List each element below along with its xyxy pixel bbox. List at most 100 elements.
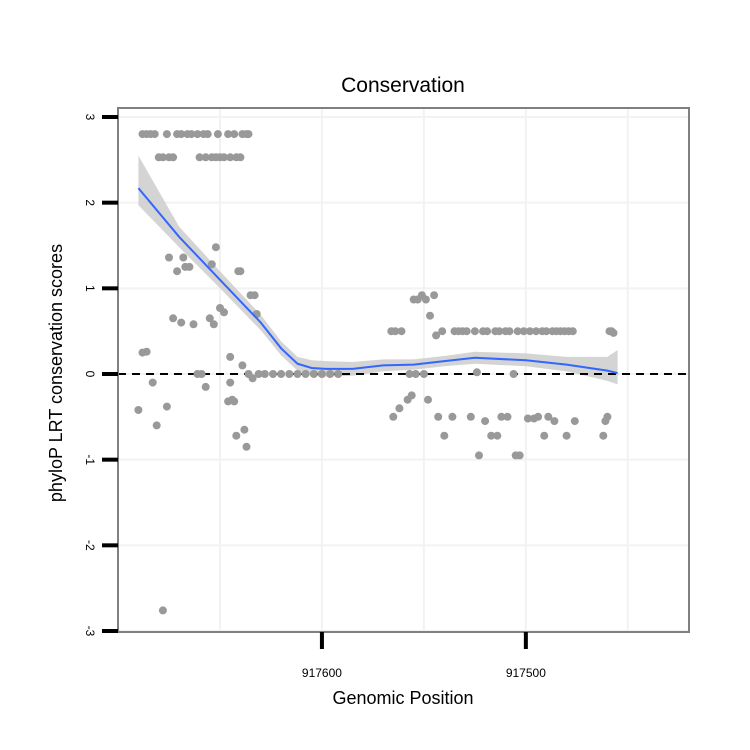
data-point [165, 253, 173, 262]
y-tick-label: 3 [83, 114, 97, 121]
data-point [495, 327, 504, 336]
data-point [515, 451, 524, 460]
data-point [240, 425, 249, 434]
data-point [158, 153, 167, 162]
data-point [250, 291, 259, 300]
data-point [301, 370, 310, 378]
data-point [475, 451, 483, 460]
data-point [238, 361, 247, 370]
data-point [432, 331, 441, 340]
data-point [525, 327, 534, 336]
data-point [503, 412, 512, 421]
data-point [395, 404, 404, 413]
data-point [493, 431, 502, 440]
data-point [532, 327, 541, 336]
data-point [162, 402, 171, 411]
chart-title: Conservation [341, 74, 465, 97]
data-point [544, 412, 553, 421]
data-point [158, 606, 167, 615]
data-points [134, 130, 618, 615]
data-point [411, 370, 420, 378]
data-point [220, 153, 228, 162]
data-point [438, 327, 447, 336]
data-point [169, 153, 178, 162]
data-point [187, 130, 196, 139]
data-point [534, 412, 543, 421]
data-point [540, 431, 549, 440]
y-tick-label: -1 [83, 454, 97, 465]
data-point [195, 153, 204, 162]
data-point [434, 412, 443, 421]
data-point [407, 391, 416, 400]
data-point [203, 130, 212, 139]
y-tick-label: 2 [83, 199, 97, 206]
data-point [248, 374, 257, 383]
data-point [142, 347, 151, 356]
y-tick-label: -2 [83, 540, 97, 551]
y-tick-label: 0 [83, 371, 97, 378]
data-point [236, 267, 245, 276]
data-point [148, 378, 157, 387]
data-point [570, 417, 579, 426]
data-point [211, 243, 220, 252]
data-point [391, 327, 400, 336]
data-point [189, 320, 198, 329]
data-point [207, 260, 216, 269]
data-point [269, 370, 277, 378]
data-point [226, 378, 235, 387]
data-point [213, 130, 222, 139]
data-point [134, 406, 143, 414]
smooth-curve-layer [137, 187, 618, 375]
data-point [389, 412, 398, 421]
y-tick-label: 1 [83, 285, 97, 292]
data-point [244, 130, 253, 139]
data-point [405, 370, 414, 378]
data-point [205, 314, 214, 323]
data-point [285, 370, 294, 378]
data-point [209, 320, 218, 329]
data-point [220, 308, 228, 317]
data-point [162, 130, 171, 139]
data-point [334, 370, 343, 378]
data-point [193, 130, 202, 139]
data-point [519, 327, 528, 336]
data-point [397, 327, 406, 336]
data-point [481, 417, 490, 426]
data-point [260, 370, 269, 378]
data-point [226, 352, 235, 361]
data-point [230, 130, 239, 139]
data-point [201, 382, 210, 391]
data-point [230, 397, 239, 406]
data-point [568, 327, 577, 336]
data-point [201, 153, 210, 162]
data-point [277, 370, 286, 378]
data-point [483, 327, 492, 336]
data-point [254, 370, 263, 378]
data-point [197, 370, 206, 378]
data-point [173, 267, 182, 276]
data-point [152, 421, 161, 430]
data-point [599, 431, 608, 440]
data-point [326, 370, 335, 378]
data-point [440, 431, 449, 440]
data-point [236, 153, 245, 162]
data-point [226, 153, 235, 162]
data-point [472, 368, 481, 377]
x-axis-label: Genomic Position [332, 688, 473, 708]
data-point [513, 327, 522, 336]
data-point [609, 328, 618, 337]
data-point [466, 412, 475, 421]
y-tick-label: -3 [83, 626, 97, 637]
data-point [317, 370, 326, 378]
data-point [523, 414, 532, 423]
data-point [562, 431, 571, 440]
x-tick-label: 917600 [302, 666, 342, 680]
confidence-band-layer [138, 155, 618, 385]
smooth-curve [137, 187, 618, 375]
data-point [177, 318, 186, 327]
data-point [487, 431, 496, 440]
data-point [185, 262, 194, 271]
data-point [470, 327, 479, 336]
data-point [505, 327, 514, 336]
